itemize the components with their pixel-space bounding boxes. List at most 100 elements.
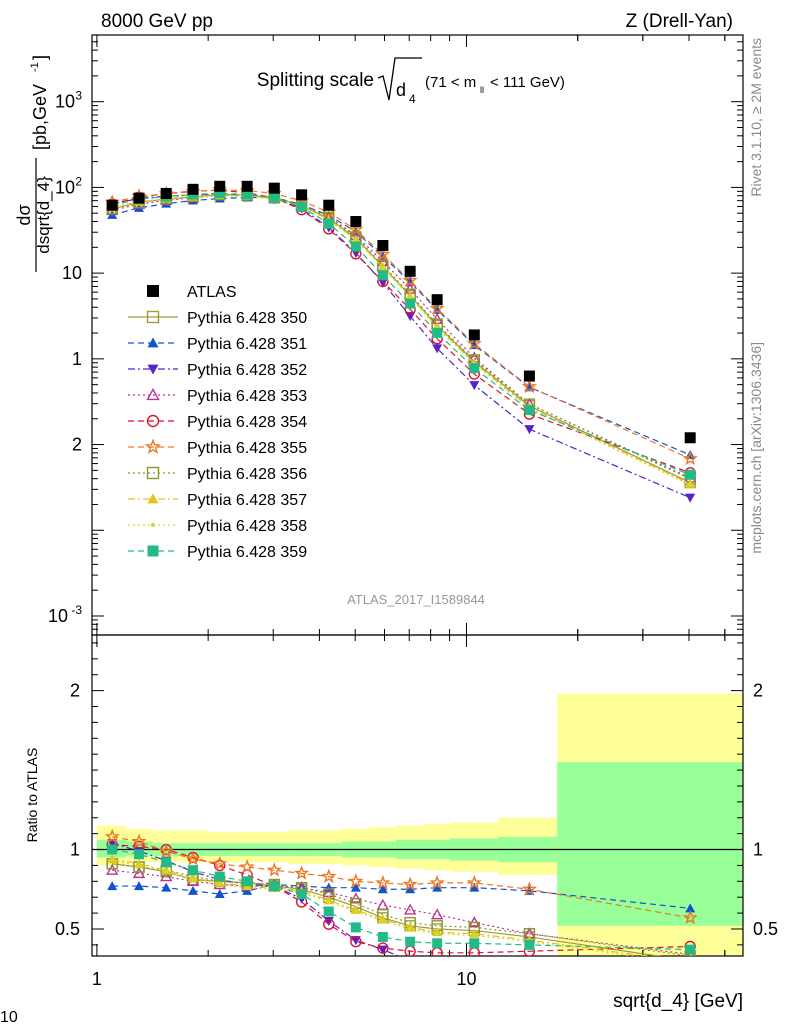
y-tick-label-sup: 3 [75,89,82,103]
marker-dot [408,295,413,300]
marker-star-open [429,874,445,890]
marker-circle-open [350,935,362,948]
marker-triangle-up [161,865,172,875]
marker-square [214,871,225,882]
header-left: 8000 GeV pp [101,11,213,32]
marker-triangle-up [107,854,118,864]
legend-item-series-5: Pythia 6.428 354 [128,414,307,431]
marker-dot [164,869,169,874]
marker-square [188,865,199,876]
marker-star-open [375,874,391,890]
legend-item-series-1: Pythia 6.428 350 [128,310,307,327]
marker-triangle-up [685,957,695,966]
x-axis-label: sqrt{d_4} [GeV] [613,991,743,1012]
ratio-line [112,860,638,956]
legend-item-series-8: Pythia 6.428 357 [128,492,307,509]
y-tick-label: 10 [62,263,82,283]
ylabel-unit: [pb,GeV [30,84,50,150]
legend-label: Pythia 6.428 355 [187,440,307,457]
marker-square [134,849,145,860]
marker-square [469,363,480,374]
marker-square [323,906,334,917]
title-range-sub: ll [480,85,484,95]
series-line [112,192,691,476]
data-point [133,192,145,204]
legend: ATLAS Pythia 6.428 350 Pythia 6.428 351 Pyt… [128,284,307,561]
y-tick-label-text: 1 [72,349,82,369]
marker-dot [353,909,358,914]
corner-label: 10 [0,1009,18,1024]
ylabel-unit-end: ] [30,55,50,60]
legend-label: Pythia 6.428 357 [187,492,307,509]
marker-square [296,889,307,900]
title-range-end: < 111 GeV) [490,74,565,91]
series-line [112,194,691,486]
y-tick-label-text: 10 [55,177,75,197]
marker-triangle-up [685,903,696,913]
ratio-line [112,858,649,956]
series-10-ratio [107,844,696,955]
series-line [112,194,691,484]
marker-star-open [682,450,698,466]
legend-label: Pythia 6.428 350 [187,310,307,327]
marker-triangle-up [214,877,225,887]
series-line [112,194,691,480]
ratio-line [112,848,691,951]
marker-triangle-up [107,881,118,891]
marker-square [296,202,307,213]
series-5-top [106,184,696,479]
marker-square [405,298,416,309]
marker-dot [151,523,155,527]
marker-triangle-up [134,881,145,891]
marker-triangle-up [323,895,334,905]
chart-title: Splitting scale d 4 (71 < m ll < 111 GeV… [257,57,565,106]
marker-square [350,922,361,933]
marker-dot [110,858,115,863]
marker-square [323,218,334,229]
marker-square [350,241,361,252]
marker-square [377,931,388,942]
marker-dot [326,899,331,904]
marker-dot [688,483,693,488]
marker-star-open [466,335,482,351]
marker-triangle-up [377,884,388,894]
y-axis-label: dσ dsqrt{d_4} [pb,GeV -1 ] [14,55,53,272]
marker-square [524,405,535,416]
marker-star-open [521,881,538,896]
marker-star-open [293,865,310,880]
data-point [404,265,416,277]
marker-square [432,327,443,338]
marker-square [377,270,388,281]
series-6-ratio [104,828,698,925]
x-tick-label: 1 [92,969,102,989]
marker-triangle-up [134,858,145,868]
legend-label: Pythia 6.428 358 [187,518,307,535]
marker-triangle-up [350,882,361,892]
legend-label: Pythia 6.428 351 [187,336,307,353]
y-tick-label: 2 [72,435,82,455]
marker-star-open [266,862,282,877]
marker-triangle-down [377,278,388,288]
y-tick-label: 10 2 [55,174,82,197]
marker-triangle-down [405,957,415,966]
marker-triangle-up [405,884,416,894]
marker-triangle-up-open [105,863,119,875]
legend-label: Pythia 6.428 352 [187,362,307,379]
marker-square [161,857,172,868]
marker-triangle-down [432,344,443,354]
ylabel-unit-sup: -1 [29,62,41,72]
marker-star-open [375,246,391,261]
y-tick-label-sup: 2 [75,174,82,188]
data-point [350,216,362,228]
marker-triangle-up-open [146,388,160,401]
header-right: Z (Drell-Yan) [626,11,733,32]
marker-triangle-up [432,927,443,937]
marker-triangle-up-open [403,903,417,915]
marker-circle-open [323,918,335,930]
marker-star-open [104,828,120,844]
marker-triangle-up [188,885,199,895]
series-2-ratio [107,879,696,913]
ratio-line [112,863,691,956]
title-d: d [396,80,406,100]
series-line [112,189,691,460]
